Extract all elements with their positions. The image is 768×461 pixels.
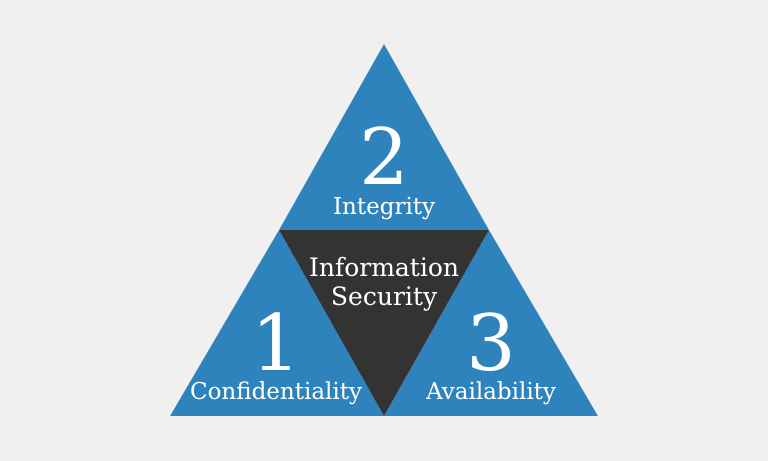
integrity-number: 2 [359, 113, 409, 203]
integrity-triangle [279, 44, 489, 230]
availability-label: Availability [425, 379, 556, 405]
integrity-label: Integrity [333, 194, 435, 220]
confidentiality-triangle [170, 230, 384, 416]
availability-triangle [384, 230, 598, 416]
information-security-line-2: Security [331, 282, 438, 311]
confidentiality-label: Confidentiality [190, 379, 362, 405]
confidentiality-number: 1 [251, 299, 301, 389]
availability-number: 3 [466, 299, 516, 389]
information-security-triangle [279, 230, 489, 416]
information-security-line-1: Information [309, 253, 459, 282]
